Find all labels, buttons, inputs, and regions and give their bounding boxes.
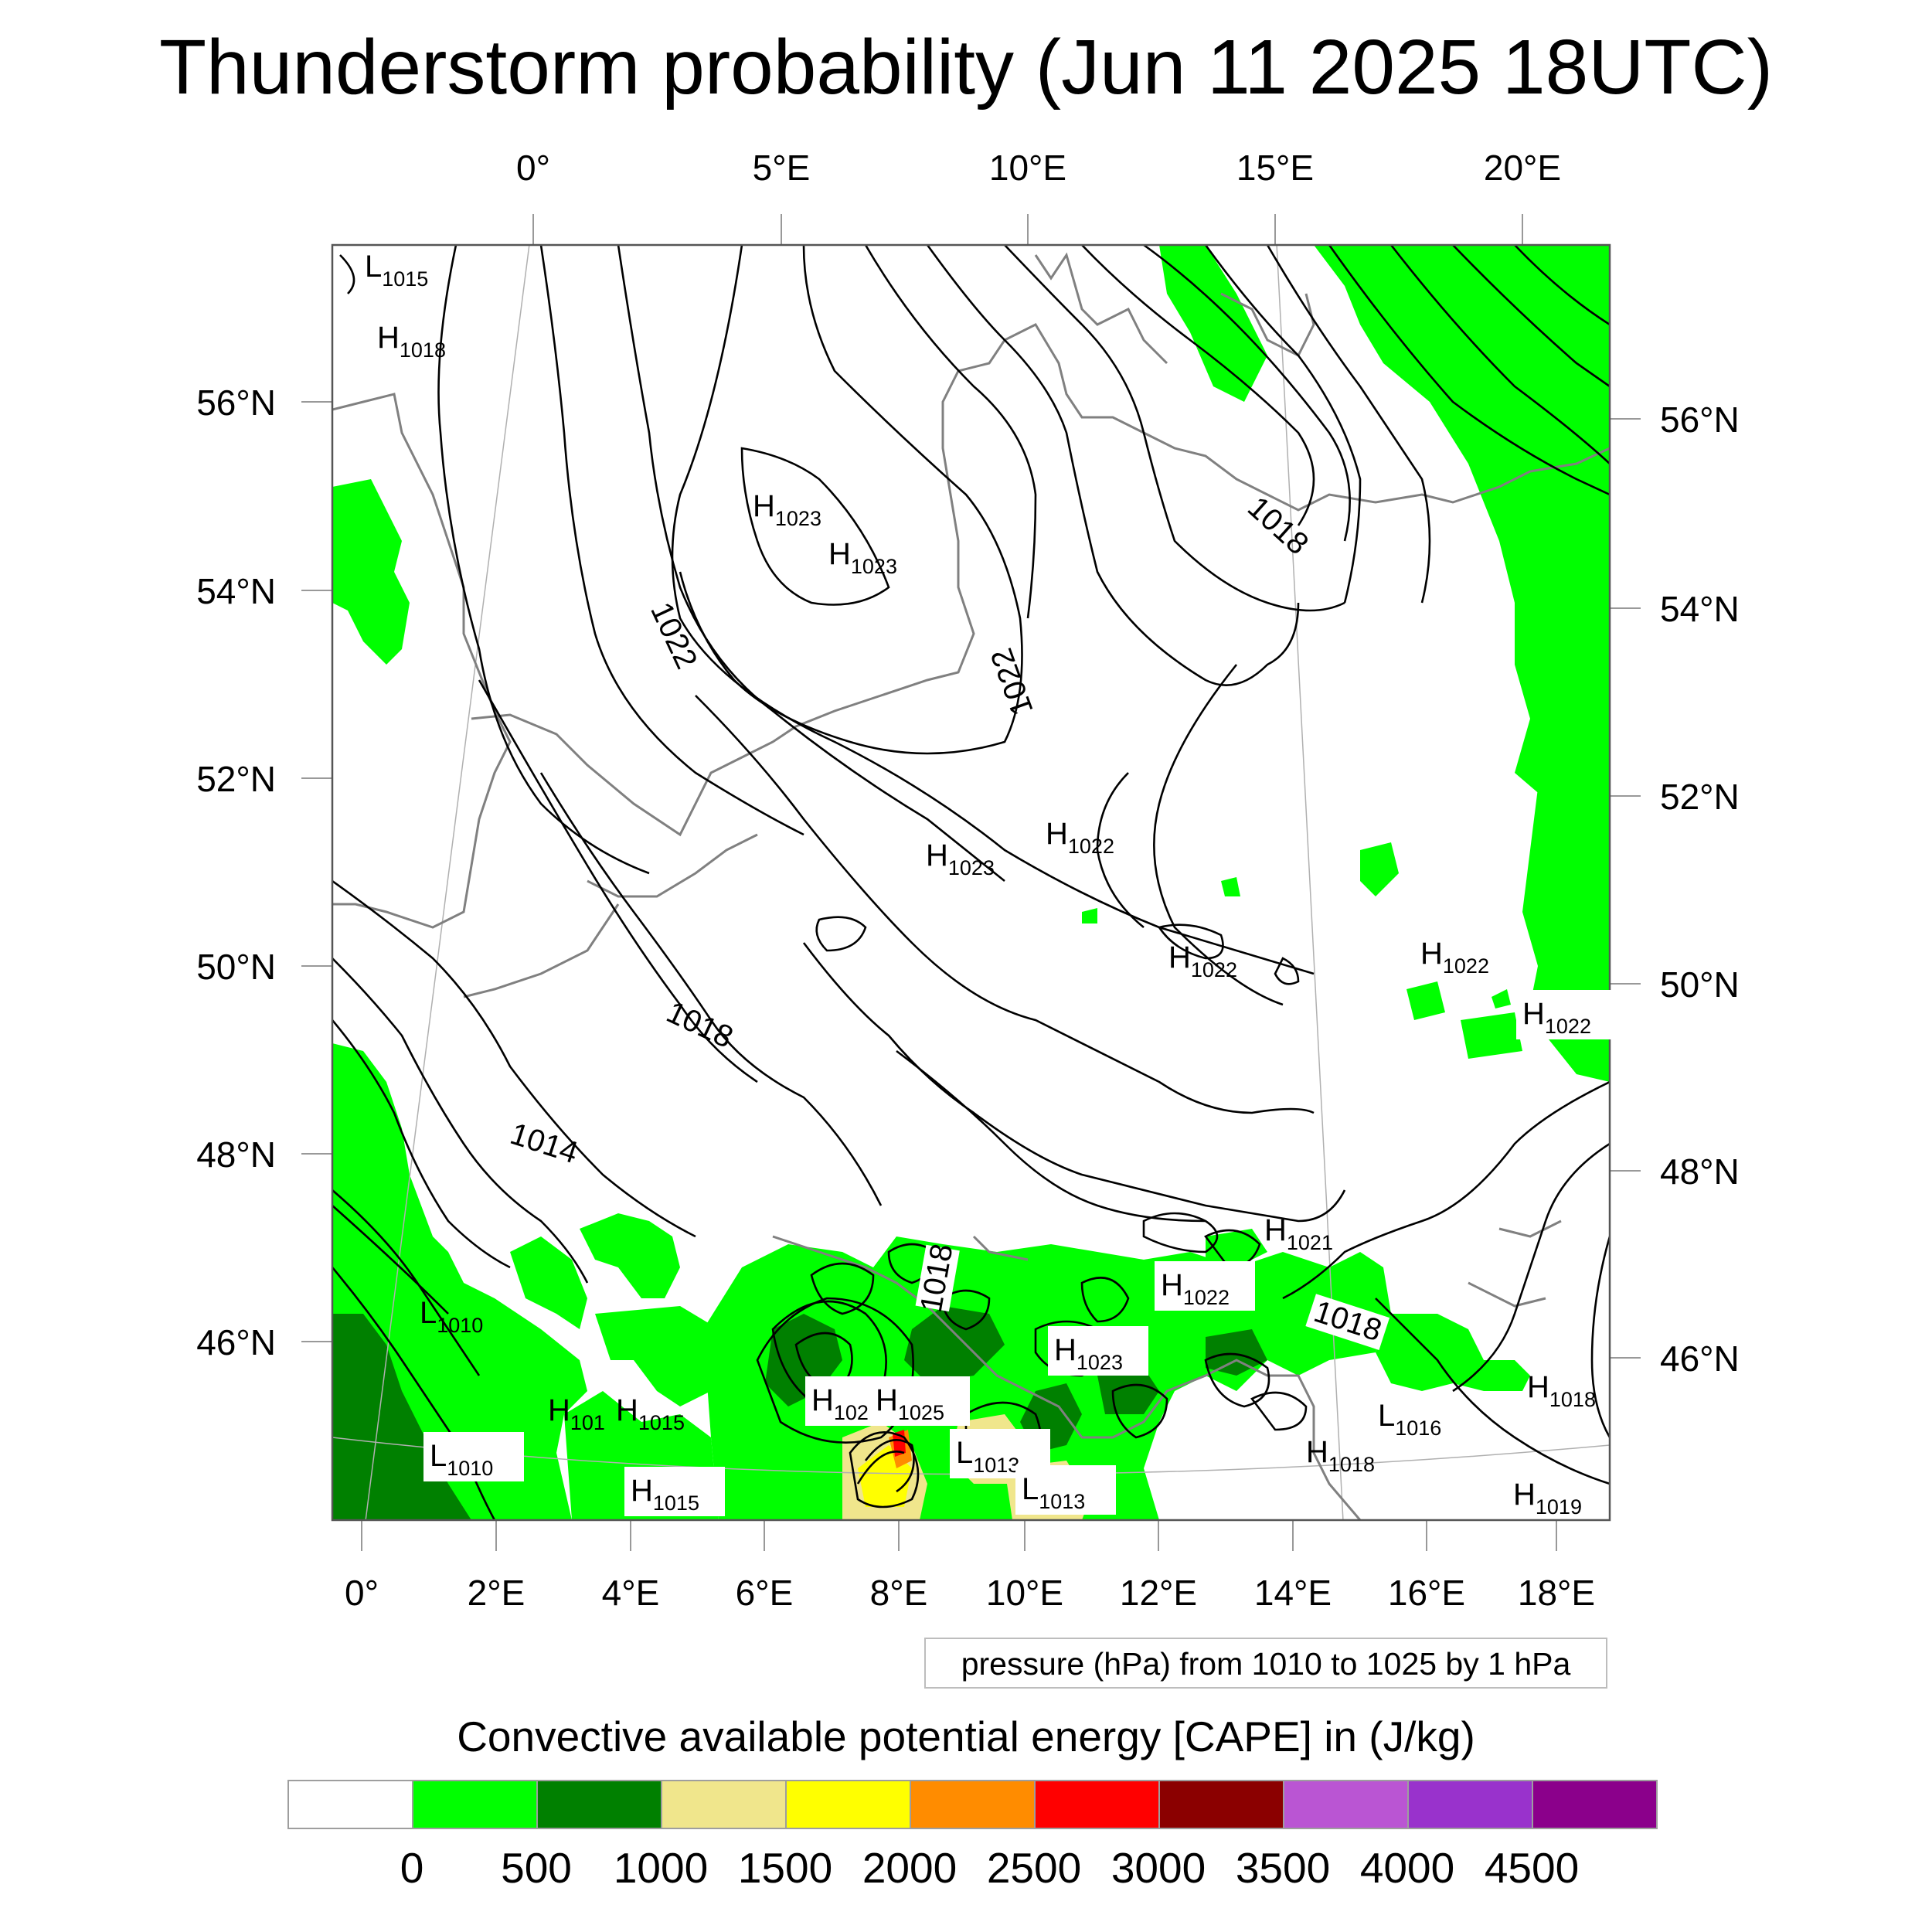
left-lat-label: 50°N xyxy=(196,947,276,987)
bottom-lon-label: 14°E xyxy=(1254,1573,1332,1613)
bottom-lon-label: 0° xyxy=(345,1573,379,1613)
pressure-center-label: H1022 xyxy=(1522,997,1591,1038)
isobars xyxy=(332,245,1610,1520)
pressure-center-label: L1010 xyxy=(420,1296,483,1337)
colorbar-tick-label: 3000 xyxy=(1111,1844,1206,1892)
pressure-center-label: H101 xyxy=(548,1393,605,1434)
right-lat-label: 48°N xyxy=(1660,1151,1740,1192)
pressure-note: pressure (hPa) from 1010 to 1025 by 1 hP… xyxy=(924,1638,1607,1689)
map-frame xyxy=(331,243,1611,1522)
bottom-lon-label: 2°E xyxy=(468,1573,526,1613)
colorbar-swatch xyxy=(1283,1780,1409,1829)
pressure-center-label: H1022 xyxy=(1420,937,1489,978)
pressure-center-label: H1019 xyxy=(1513,1478,1582,1519)
bottom-lon-label: 18°E xyxy=(1518,1573,1595,1613)
pressure-center-label: H1023 xyxy=(828,537,897,578)
top-lon-label: 0° xyxy=(516,148,550,188)
pressure-center-label: H1021 xyxy=(1264,1213,1333,1254)
pressure-center-label: H1022 xyxy=(1046,817,1114,858)
colorbar-swatch xyxy=(1158,1780,1284,1829)
pressure-center-label: H1015 xyxy=(631,1474,699,1515)
right-lat-label: 56°N xyxy=(1660,400,1740,440)
pressure-center-label-box xyxy=(1015,1465,1116,1515)
colorbar-tick-label: 1000 xyxy=(613,1844,709,1892)
pressure-center-label-box xyxy=(423,1432,524,1481)
colorbar-tick-label: 3500 xyxy=(1235,1844,1331,1892)
colorbar-tick-label: 500 xyxy=(501,1844,572,1892)
colorbar-swatch xyxy=(1407,1780,1533,1829)
top-lon-label: 5°E xyxy=(753,148,811,188)
pressure-center-label: L1010 xyxy=(430,1439,493,1480)
left-lat-label: 46°N xyxy=(196,1322,276,1362)
axis-labels: 0° 5°E 10°E 15°E 20°E 0° 2°E 4°E 6°E 8°E… xyxy=(196,148,1740,1613)
pressure-center-label: H1025 xyxy=(876,1383,944,1424)
bottom-lon-label: 4°E xyxy=(602,1573,660,1613)
bottom-lon-label: 8°E xyxy=(870,1573,928,1613)
pressure-center-label-box xyxy=(869,1376,970,1426)
colorbar-swatch xyxy=(661,1780,787,1829)
colorbar-tick-label: 4500 xyxy=(1484,1844,1580,1892)
pressure-center-label: H102 xyxy=(811,1383,869,1424)
right-lat-label: 52°N xyxy=(1660,777,1740,817)
right-lat-label: 46°N xyxy=(1660,1338,1740,1379)
map-area xyxy=(332,245,1610,1520)
map-title: Thunderstorm probability (Jun 11 2025 18… xyxy=(158,24,1774,111)
colorbar-swatch xyxy=(910,1780,1036,1829)
right-lat-label: 54°N xyxy=(1660,589,1740,629)
bottom-lon-label: 12°E xyxy=(1120,1573,1197,1613)
pressure-center-label: L1013 xyxy=(956,1436,1019,1477)
colorbar-swatch xyxy=(536,1780,662,1829)
left-lat-label: 56°N xyxy=(196,383,276,423)
pressure-center-label: H1018 xyxy=(1527,1370,1596,1411)
colorbar-tick-label: 2000 xyxy=(862,1844,957,1892)
left-lat-label: 54°N xyxy=(196,571,276,611)
pressure-center-label: H1015 xyxy=(616,1393,685,1434)
colorbar-swatch xyxy=(412,1780,538,1829)
left-lat-label: 48°N xyxy=(196,1134,276,1175)
left-lat-label: 52°N xyxy=(196,759,276,799)
pressure-center-label: L1016 xyxy=(1378,1399,1441,1440)
colorbar-swatch xyxy=(1034,1780,1160,1829)
pressure-center-label-box xyxy=(1516,990,1617,1039)
pressure-center-label-box xyxy=(1048,1326,1148,1376)
bottom-lon-label: 10°E xyxy=(986,1573,1063,1613)
pressure-center-label: H1022 xyxy=(1168,940,1237,981)
colorbar-title: Convective available potential energy [C… xyxy=(457,1713,1475,1760)
pressure-center-label-box xyxy=(1155,1261,1255,1311)
top-lon-label: 10°E xyxy=(989,148,1066,188)
frame-ticks xyxy=(301,214,1641,1551)
colorbar-swatch xyxy=(785,1780,911,1829)
pressure-center-label: H1022 xyxy=(1161,1268,1230,1309)
right-lat-label: 50°N xyxy=(1660,964,1740,1005)
colorbar-tick-label: 1500 xyxy=(737,1844,833,1892)
pressure-center-label: L1015 xyxy=(365,250,428,291)
pressure-center-label: H1023 xyxy=(926,838,995,879)
pressure-center-label: H1018 xyxy=(1306,1435,1375,1476)
pressure-center-label-box xyxy=(624,1467,725,1516)
top-lon-label: 20°E xyxy=(1484,148,1561,188)
pressure-center-label: H1018 xyxy=(377,321,446,362)
colorbar-swatch xyxy=(287,1780,413,1829)
bottom-lon-label: 16°E xyxy=(1388,1573,1465,1613)
pressure-center-label: H1023 xyxy=(1054,1333,1123,1374)
top-lon-label: 15°E xyxy=(1236,148,1314,188)
pressure-center-label: L1013 xyxy=(1022,1472,1085,1513)
colorbar-swatch xyxy=(1532,1780,1658,1829)
pressure-center-label: H1023 xyxy=(753,489,821,530)
colorbar-tick-label: 0 xyxy=(400,1844,424,1892)
colorbar-tick-label: 4000 xyxy=(1359,1844,1455,1892)
colorbar-tick-label: 2500 xyxy=(986,1844,1082,1892)
bottom-lon-label: 6°E xyxy=(736,1573,794,1613)
